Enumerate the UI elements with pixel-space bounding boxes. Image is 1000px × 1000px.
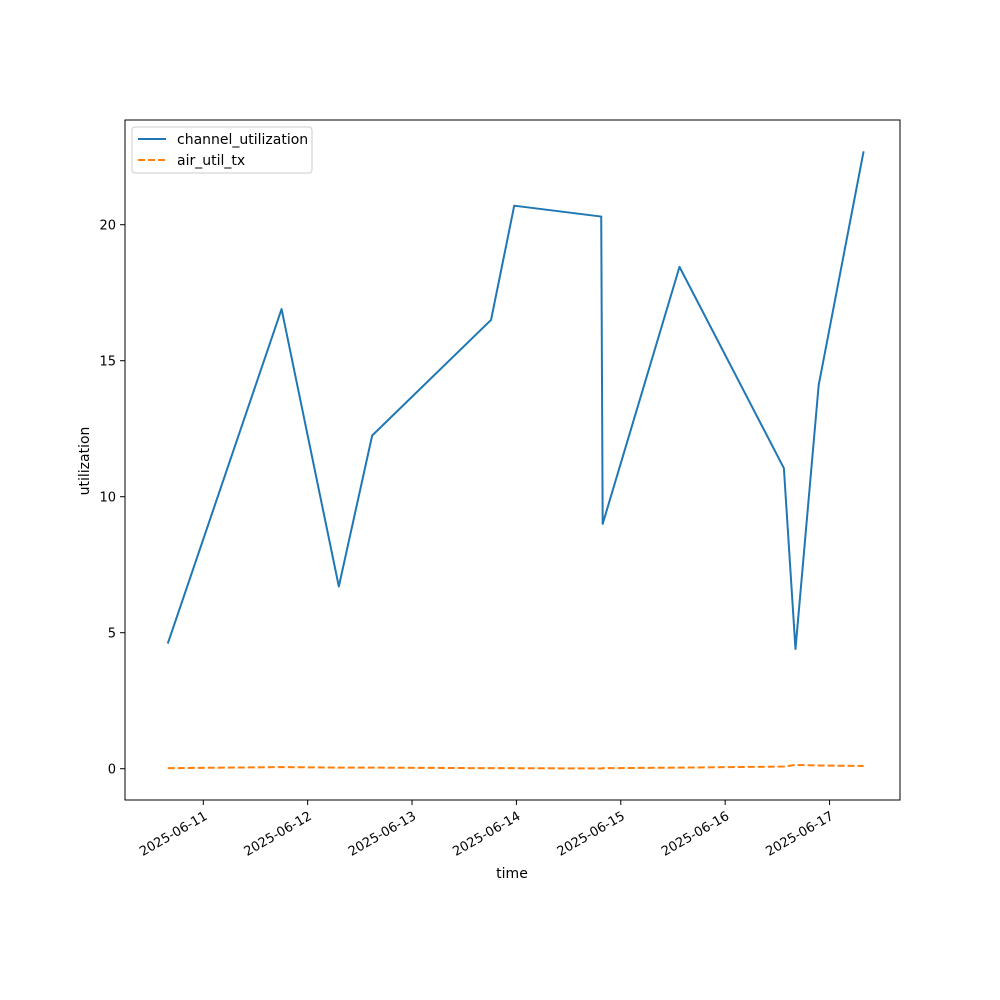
y-tick-label: 5 xyxy=(108,627,116,642)
series-line-channel-utilization xyxy=(166,151,865,651)
y-axis: 0 5 10 15 20 xyxy=(99,219,125,778)
y-tick-label: 0 xyxy=(108,763,116,778)
series-line-air-util-tx xyxy=(167,763,864,770)
legend-box xyxy=(131,126,313,174)
legend-label-air-util-tx: air_util_tx xyxy=(177,153,245,169)
plot-frame xyxy=(124,119,901,801)
y-axis-label: utilization xyxy=(77,427,93,496)
plot-lines xyxy=(166,151,865,770)
y-tick-label: 15 xyxy=(99,355,116,370)
legend-label-channel-utilization: channel_utilization xyxy=(177,132,308,148)
x-axis-label: time xyxy=(496,866,528,882)
y-tick-label: 10 xyxy=(99,491,116,506)
y-tick-label: 20 xyxy=(99,219,116,234)
legend: channel_utilization air_util_tx xyxy=(131,126,313,174)
